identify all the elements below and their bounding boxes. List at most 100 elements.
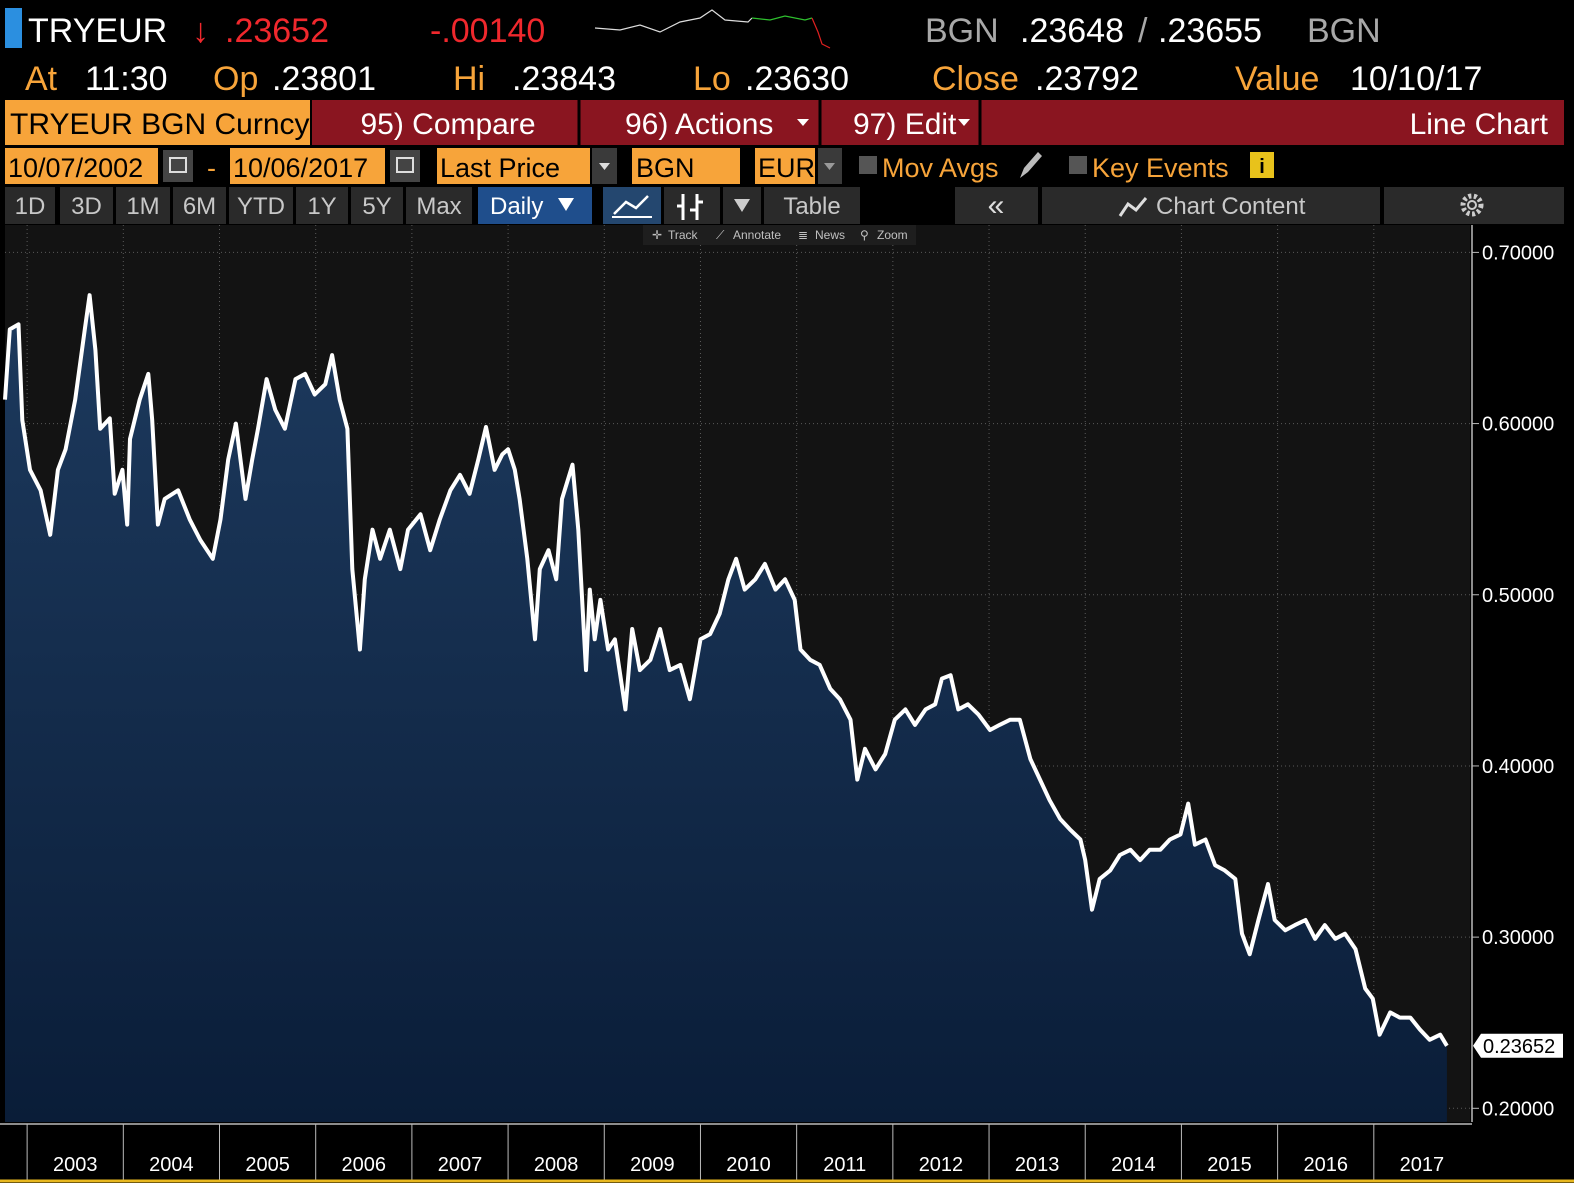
chart-tools	[643, 225, 916, 245]
x-tick-label: 2012	[919, 1154, 964, 1176]
key-events-checkbox[interactable]	[1069, 156, 1087, 174]
time: 11:30	[85, 60, 168, 98]
bar-chart-glyph	[677, 194, 703, 220]
period-button[interactable]	[351, 187, 403, 224]
ask-source: BGN	[1307, 12, 1381, 50]
change: -.00140	[430, 12, 545, 50]
frequency[interactable]: Daily	[490, 193, 543, 220]
period-label[interactable]: 3D	[71, 193, 102, 220]
currency[interactable]: EUR	[758, 153, 815, 183]
calendar-icon[interactable]	[163, 150, 193, 182]
close: .23792	[1035, 60, 1139, 98]
bid: .23648	[1020, 12, 1124, 50]
period-label[interactable]: YTD	[237, 193, 285, 220]
value-label: Value	[1235, 60, 1319, 98]
x-tick-label: 2007	[438, 1154, 483, 1176]
period-button[interactable]	[116, 187, 170, 224]
mov-avgs[interactable]: Mov Avgs	[882, 153, 999, 183]
period-button[interactable]	[173, 187, 226, 224]
end-date-box[interactable]	[230, 148, 385, 184]
ticker-marker	[5, 8, 22, 48]
dropdown-arrow	[734, 199, 750, 212]
down-arrow: ↓	[192, 12, 209, 50]
period-label[interactable]: 1M	[126, 193, 159, 220]
source-box[interactable]	[632, 148, 740, 184]
period-button[interactable]	[60, 187, 113, 224]
open-label: Op	[213, 60, 258, 98]
table-label[interactable]: Table	[783, 193, 840, 220]
period-button[interactable]	[296, 187, 348, 224]
line-chart-glyph	[613, 195, 649, 215]
start-date-box[interactable]	[5, 148, 158, 184]
security[interactable]: TRYEUR BGN Curncy	[10, 108, 310, 141]
high-label: Hi	[453, 60, 485, 98]
chart-content-button[interactable]	[1042, 187, 1380, 224]
x-tick-label: 2016	[1303, 1154, 1348, 1176]
period-label[interactable]: 1Y	[307, 193, 336, 220]
key-events[interactable]: Key Events	[1092, 153, 1229, 183]
pencil-icon[interactable]	[1020, 152, 1042, 178]
edit-button[interactable]: 97) Edit	[853, 108, 957, 141]
high: .23843	[512, 60, 616, 98]
actions-button[interactable]: 96) Actions	[625, 108, 773, 141]
security-box[interactable]	[5, 100, 310, 145]
track-tool[interactable]: Track	[668, 228, 699, 242]
view-name: Line Chart	[1410, 108, 1549, 141]
compare-button[interactable]: 95) Compare	[360, 108, 535, 141]
x-tick-label: 2005	[245, 1154, 290, 1176]
sparkline-down	[811, 17, 831, 49]
axes: 0.20000 0.30000 0.40000 0.50000 0.60000 0.700…	[26, 242, 1563, 1181]
low: .23630	[745, 60, 849, 98]
y-tick-label: 0.70000	[1482, 242, 1554, 264]
zoom-glyph: ⚲	[860, 228, 869, 242]
low-label: Lo	[693, 60, 731, 98]
x-tick-label: 2008	[534, 1154, 579, 1176]
value-date: 10/10/17	[1350, 60, 1482, 98]
dropdown-arrow	[797, 119, 809, 126]
collapse-button[interactable]	[955, 187, 1038, 224]
dropdown-arrow	[958, 119, 970, 126]
source[interactable]: BGN	[636, 153, 695, 183]
field[interactable]: Last Price	[440, 153, 560, 183]
info-icon[interactable]	[1250, 152, 1274, 178]
at-label: At	[25, 60, 58, 98]
line	[3, 293, 1449, 1047]
dropdown-arrow	[824, 163, 835, 170]
bar-chart-button[interactable]	[664, 187, 720, 224]
currency-box[interactable]	[755, 148, 815, 184]
end-date[interactable]: 10/06/2017	[233, 153, 368, 183]
date-separator: -	[207, 153, 216, 183]
separator: /	[1138, 12, 1148, 50]
x-tick-label: 2011	[823, 1154, 866, 1176]
annotate-tool[interactable]: Annotate	[733, 228, 781, 242]
period-label[interactable]: Max	[416, 193, 461, 220]
start-date[interactable]: 10/07/2002	[8, 153, 143, 183]
frequency-box[interactable]	[478, 187, 592, 224]
x-tick-label: 2003	[53, 1154, 98, 1176]
table-button[interactable]	[764, 187, 860, 224]
x-tick-label: 2017	[1400, 1154, 1445, 1176]
settings-button[interactable]	[1384, 187, 1564, 224]
track-glyph: ✛	[652, 228, 662, 242]
x-tick-label: 2004	[149, 1154, 194, 1176]
period-label[interactable]: 5Y	[362, 193, 391, 220]
y-tick-label: 0.60000	[1482, 414, 1554, 436]
x-tick-label: 2015	[1207, 1154, 1252, 1176]
calendar-glyph	[169, 157, 187, 173]
period-button[interactable]	[229, 187, 293, 224]
x-tick-label: 2013	[1015, 1154, 1060, 1176]
period-button[interactable]	[406, 187, 472, 224]
x-tick-label: 2006	[342, 1154, 387, 1176]
calendar-icon[interactable]	[390, 150, 420, 182]
mov-avgs-checkbox[interactable]	[859, 156, 877, 174]
field-box[interactable]	[437, 148, 590, 184]
x-tick-label: 2014	[1111, 1154, 1156, 1176]
period-label[interactable]: 6M	[183, 193, 216, 220]
chart-content-label[interactable]: Chart Content	[1156, 193, 1306, 220]
period-label[interactable]: 1D	[15, 193, 46, 220]
news-tool[interactable]: News	[815, 228, 845, 242]
zoom-tool[interactable]: Zoom	[877, 228, 908, 242]
ticker: TRYEUR	[28, 12, 167, 50]
period-button[interactable]	[5, 187, 55, 224]
last-value-box	[1473, 1033, 1563, 1058]
